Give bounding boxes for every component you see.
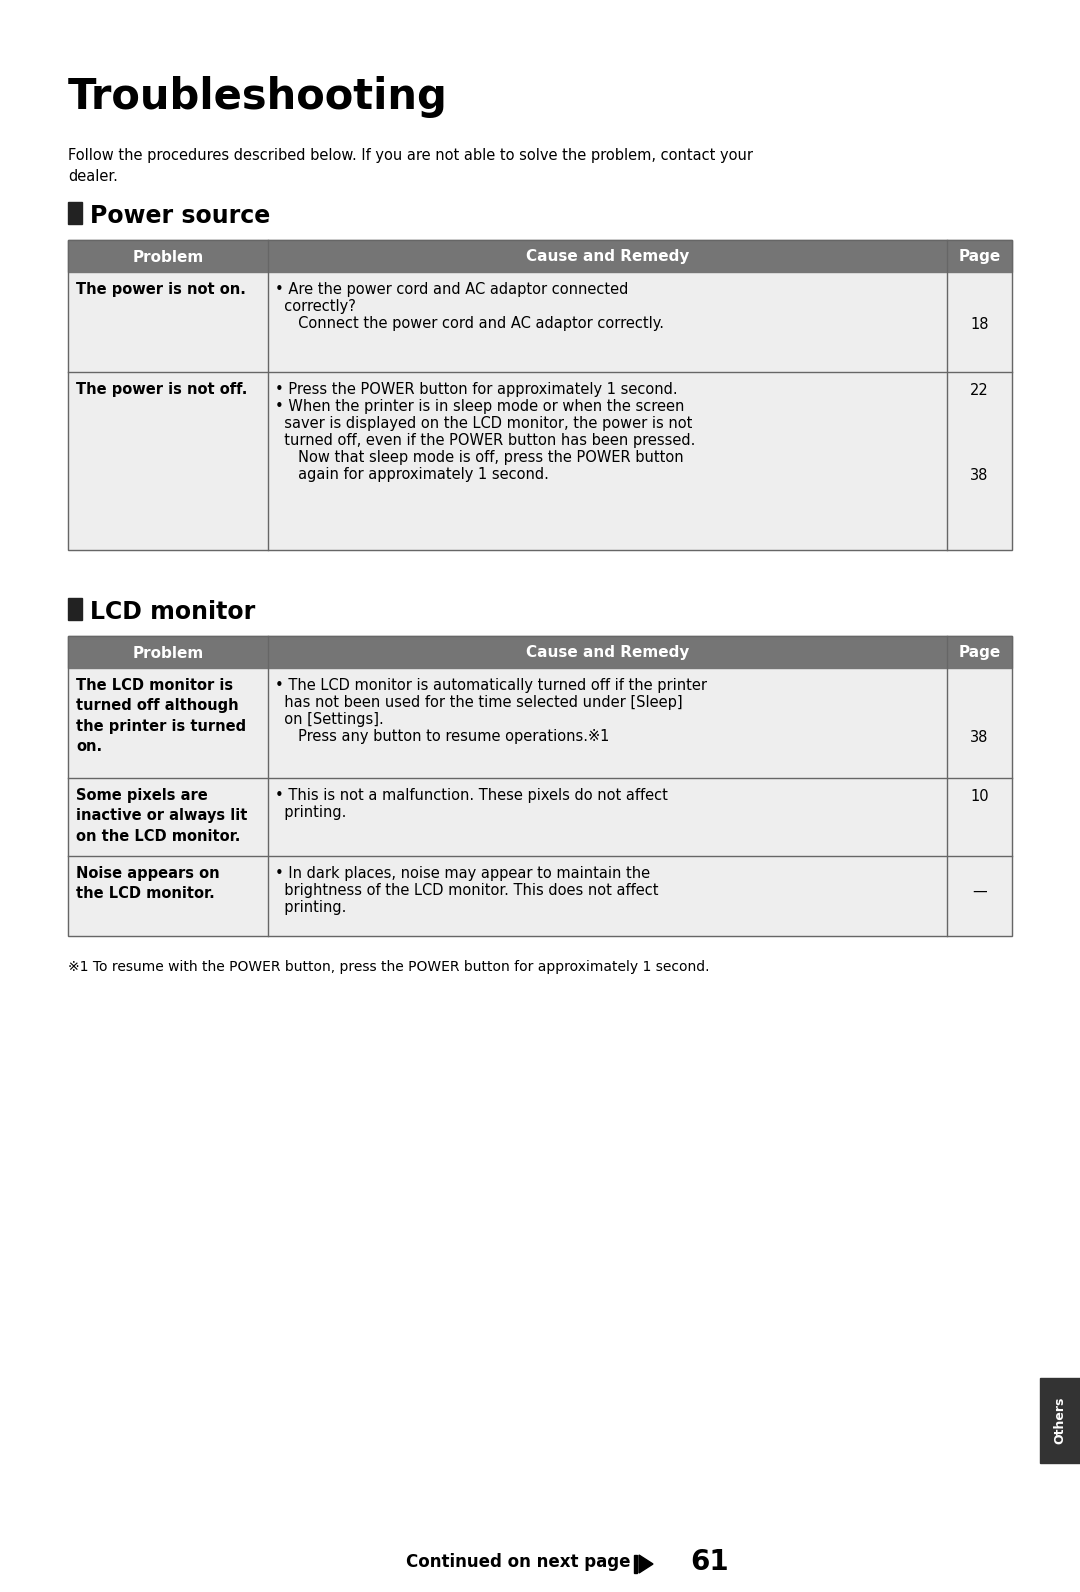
Polygon shape [639,1555,653,1573]
Text: again for approximately 1 second.: again for approximately 1 second. [275,466,549,482]
Text: Now that sleep mode is off, press the POWER button: Now that sleep mode is off, press the PO… [275,451,684,465]
Text: LCD monitor: LCD monitor [90,600,255,624]
Text: printing.: printing. [275,806,347,820]
Text: Cause and Remedy: Cause and Remedy [526,645,689,661]
Text: The power is not off.: The power is not off. [76,382,247,396]
Text: The power is not on.: The power is not on. [76,282,246,298]
Text: • The LCD monitor is automatically turned off if the printer: • The LCD monitor is automatically turne… [275,678,707,693]
Bar [68,272,1012,373]
Text: • Are the power cord and AC adaptor connected: • Are the power cord and AC adaptor conn… [275,282,629,298]
Text: • This is not a malfunction. These pixels do not affect: • This is not a malfunction. These pixel… [275,788,667,802]
Text: • When the printer is in sleep mode or when the screen: • When the printer is in sleep mode or w… [275,400,685,414]
Text: printing.: printing. [275,899,347,915]
Text: ※1 To resume with the POWER button, press the POWER button for approximately 1 s: ※1 To resume with the POWER button, pres… [68,960,710,974]
Bar [1040,1379,1080,1463]
Text: 18: 18 [970,317,989,333]
Text: Connect the power cord and AC adaptor correctly.: Connect the power cord and AC adaptor co… [275,315,664,331]
Text: turned off, even if the POWER button has been pressed.: turned off, even if the POWER button has… [275,433,696,447]
Text: • In dark places, noise may appear to maintain the: • In dark places, noise may appear to ma… [275,866,650,880]
Bar [68,669,1012,778]
Text: —: — [972,884,987,899]
Text: on [Settings].: on [Settings]. [275,712,383,728]
Text: Follow the procedures described below. If you are not able to solve the problem,: Follow the procedures described below. I… [68,148,753,185]
Bar [68,778,1012,856]
Text: Continued on next page: Continued on next page [405,1554,630,1571]
Text: Power source: Power source [90,204,270,228]
Text: saver is displayed on the LCD monitor, the power is not: saver is displayed on the LCD monitor, t… [275,416,692,431]
Text: 61: 61 [690,1547,729,1576]
Text: Problem: Problem [133,250,204,264]
Text: The LCD monitor is
turned off although
the printer is turned
on.: The LCD monitor is turned off although t… [76,678,246,755]
Text: • Press the POWER button for approximately 1 second.: • Press the POWER button for approximate… [275,382,677,396]
Bar [68,599,82,619]
Text: has not been used for the time selected under [Sleep]: has not been used for the time selected … [275,696,683,710]
Text: Press any button to resume operations.※1: Press any button to resume operations.※1 [275,729,609,743]
Text: 22: 22 [970,384,989,398]
Text: Page: Page [958,645,1001,661]
Text: 10: 10 [970,790,989,804]
Bar [68,373,1012,549]
Text: brightness of the LCD monitor. This does not affect: brightness of the LCD monitor. This does… [275,884,659,898]
Text: Problem: Problem [133,645,204,661]
Text: correctly?: correctly? [275,299,356,314]
Text: 38: 38 [970,468,988,482]
Bar [68,240,1012,272]
Bar [68,240,1012,549]
Text: Some pixels are
inactive or always lit
on the LCD monitor.: Some pixels are inactive or always lit o… [76,788,247,844]
Text: Noise appears on
the LCD monitor.: Noise appears on the LCD monitor. [76,866,219,901]
Bar [634,1555,637,1573]
Bar [68,635,1012,936]
Bar [68,635,1012,669]
Bar [68,856,1012,936]
Text: Page: Page [958,250,1001,264]
Text: Others: Others [1053,1396,1067,1444]
Text: Cause and Remedy: Cause and Remedy [526,250,689,264]
Text: Troubleshooting: Troubleshooting [68,76,448,118]
Bar [68,202,82,224]
Text: 38: 38 [970,731,988,745]
